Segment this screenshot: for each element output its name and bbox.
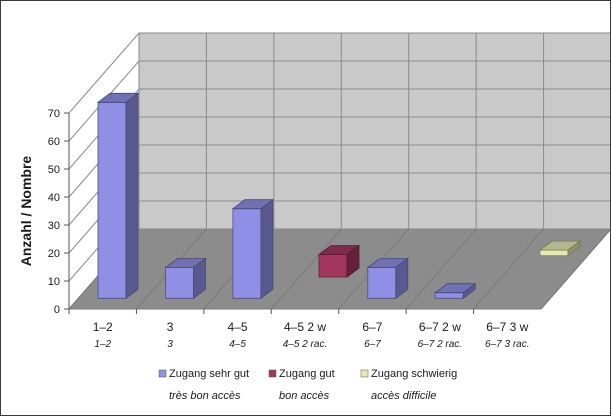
bar-side [125,92,139,300]
y-tick-label: 50 [48,164,60,176]
x-tick-sublabel: 6–7 3 rac. [485,339,529,350]
y-tick-label: 0 [54,304,60,316]
y-tick-label: 30 [48,220,60,232]
bar-front [232,208,262,299]
bar [164,257,207,300]
bar-top [164,258,207,268]
y-tick-label: 70 [48,108,60,120]
x-tick-label: 6–7 3 w [486,320,528,334]
bar-top [366,258,409,268]
y-axis: 0 10 20 30 40 50 60 70 [48,108,70,316]
legend-swatch [360,369,369,378]
x-tick-sublabel: 1–2 [94,339,111,350]
bar [538,240,582,257]
x-tick-label: 6–7 2 w [419,320,461,334]
legend-swatch [158,369,167,378]
y-axis-label: Anzahl / Nombre [18,156,34,267]
floor-line [270,228,342,310]
bar [434,282,477,300]
x-tick-sublabel: 6–7 [364,339,381,350]
bar-front [367,267,397,299]
floor-line [473,228,544,310]
bar-side [260,198,274,300]
bar-top [231,199,275,210]
legend-label: Zugang gut [279,368,335,380]
legend-swatch [268,369,277,378]
legend-sublabel: bon accès [279,390,330,402]
y-tick-label: 40 [48,192,60,204]
bar-top [434,283,477,294]
x-axis: 1–2 1–2 3 3 4–5 4–5 4–5 2 w 4–5 2 rac. 6–7 6–7 6–7… [68,309,530,350]
bar-front [97,101,127,299]
legend: Zugang sehr gut très bon accès Zugang gut b… [158,368,457,402]
bar-front [165,267,194,299]
x-tick-sublabel: 6–7 2 rac. [418,339,462,350]
legend-sublabel: très bon accès [169,390,241,402]
back-wall [138,32,610,230]
bars [96,92,582,300]
floor-line [405,228,477,310]
floor-line [540,229,610,310]
bar-top [317,245,361,256]
legend-label: Zugang sehr gut [169,368,249,380]
x-tick-sublabel: 4–5 2 rac. [283,339,327,350]
x-tick-label: 1–2 [93,320,113,334]
bar-front [434,292,464,299]
bar [366,257,409,300]
y-tick-label: 10 [48,276,60,288]
bar [96,92,140,300]
x-tick-sublabel: 3 [167,339,173,350]
bar-front [318,254,348,278]
legend-sublabel: accès difficile [371,390,436,402]
x-tick-label: 3 [167,320,174,334]
legend-label: Zugang schwierig [371,368,457,380]
bar [317,244,361,278]
x-tick-label: 4–5 2 w [284,320,326,334]
x-tick-label: 6–7 [362,320,382,334]
bar-front [539,249,569,257]
bar-top [538,240,582,251]
x-tick-label: 4–5 [228,320,248,334]
y-tick-label: 20 [48,248,60,260]
x-tick-sublabel: 4–5 [229,339,246,350]
bar [231,198,275,300]
bar-top [96,92,140,103]
y-tick-label: 60 [48,136,60,148]
